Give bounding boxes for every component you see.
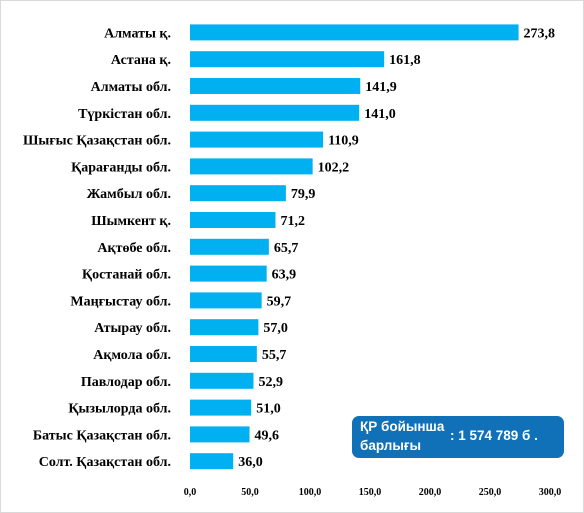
- data-label: 49,6: [255, 428, 280, 443]
- x-tick-label: 200,0: [419, 487, 442, 498]
- bar: [190, 346, 257, 362]
- data-label: 57,0: [263, 321, 288, 336]
- data-label: 51,0: [256, 402, 281, 417]
- category-label: Ақмола обл.: [93, 348, 171, 363]
- category-label: Жамбыл обл.: [87, 187, 171, 202]
- bar: [190, 104, 360, 121]
- total-callout: ҚР бойынша барлығы : 1 574 789 б .: [352, 416, 564, 458]
- x-tick-label: 100,0: [299, 487, 322, 498]
- bar: [190, 292, 262, 309]
- category-label: Алматы қ.: [104, 26, 171, 41]
- x-tick-label: 300,0: [539, 487, 562, 498]
- category-label: Қызылорда обл.: [68, 402, 171, 417]
- bar: [190, 399, 252, 416]
- bar: [190, 158, 313, 175]
- data-label: 110,9: [328, 134, 359, 149]
- category-label: Қостанай обл.: [82, 268, 171, 283]
- data-label: 36,0: [238, 455, 263, 470]
- category-label: Атырау обл.: [94, 321, 171, 336]
- bar: [190, 24, 519, 41]
- x-tick-label: 50,0: [241, 487, 259, 498]
- x-tick-label: 0,0: [184, 487, 197, 498]
- data-label: 102,2: [318, 160, 350, 175]
- bar: [190, 131, 324, 148]
- data-label: 52,9: [258, 375, 283, 390]
- x-tick-label: 250,0: [479, 487, 502, 498]
- bar: [190, 238, 269, 255]
- data-label: 65,7: [274, 241, 299, 256]
- callout-label-line1: ҚР бойынша: [360, 419, 445, 434]
- callout-label-line2: барлығы: [360, 438, 422, 453]
- data-label: 71,2: [280, 214, 305, 229]
- data-label: 59,7: [267, 294, 292, 309]
- x-tick-label: 150,0: [359, 487, 382, 498]
- callout-total-value: : 1 574 789 б .: [450, 428, 538, 443]
- category-label: Алматы обл.: [91, 80, 171, 95]
- bar: [190, 372, 254, 389]
- bar: [190, 426, 250, 443]
- category-label: Қарағанды обл.: [71, 160, 171, 175]
- data-label: 273,8: [524, 26, 556, 41]
- category-label: Солт. Қазақстан обл.: [39, 455, 171, 470]
- category-label: Батыс Қазақстан обл.: [33, 428, 171, 443]
- bar: [190, 185, 286, 202]
- data-label: 79,9: [291, 187, 316, 202]
- data-label: 141,9: [365, 80, 397, 95]
- bar: [190, 319, 259, 336]
- data-label: 63,9: [272, 268, 297, 283]
- category-label: Павлодар обл.: [81, 375, 171, 390]
- bar: [190, 212, 276, 228]
- bar: [190, 453, 234, 470]
- bar: [190, 51, 385, 68]
- category-label: Шығыс Қазақстан обл.: [23, 134, 171, 149]
- bar: [190, 78, 361, 94]
- data-label: 141,0: [364, 107, 396, 122]
- category-label: Ақтөбе обл.: [97, 241, 171, 256]
- data-label: 161,8: [389, 53, 421, 68]
- category-label: Астана қ.: [111, 53, 171, 68]
- data-label: 55,7: [262, 348, 287, 363]
- category-label: Маңғыстау обл.: [70, 294, 171, 309]
- category-label: Шымкент қ.: [91, 214, 171, 229]
- bar: [190, 265, 267, 282]
- category-label: Түркістан обл.: [78, 107, 171, 122]
